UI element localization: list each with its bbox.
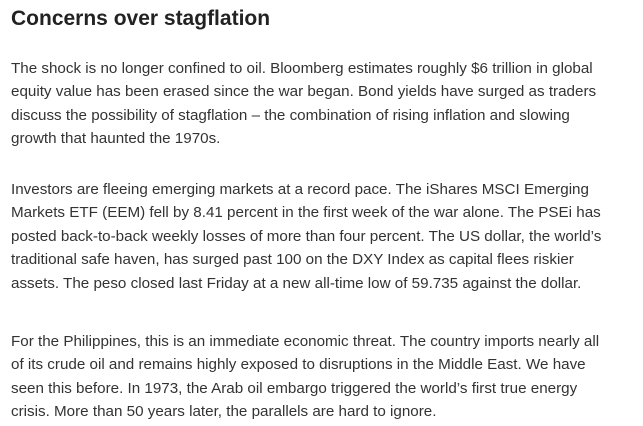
paragraph-line: traditional safe haven, has surged past … <box>11 251 574 269</box>
paragraph-line: The shock is no longer confined to oil. … <box>11 60 593 77</box>
paragraph-line: assets. The peso closed last Friday at a… <box>11 274 582 292</box>
paragraph-emerging-markets: Investors are fleeing emerging markets a… <box>11 178 639 295</box>
paragraph-stagflation-shock: The shock is no longer confined to oil. … <box>11 57 639 151</box>
paragraph-line: For the Philippines, this is an immediat… <box>11 333 600 350</box>
paragraph-line: growth that haunted the 1970s. <box>11 130 221 148</box>
section-heading: Concerns over stagflation <box>11 7 271 30</box>
paragraph-line: Markets ETF (EEM) fell by 8.41 percent i… <box>11 204 601 222</box>
paragraph-line: of its crude oil and remains highly expo… <box>11 356 586 374</box>
paragraph-line: posted back-to-back weekly losses of mor… <box>11 227 602 245</box>
paragraph-line: discuss the possibility of stagflation –… <box>11 106 570 124</box>
paragraph-line: equity value has been erased since the w… <box>11 83 597 101</box>
paragraph-line: crisis. More than 50 years later, the pa… <box>11 403 437 421</box>
paragraph-line: seen this before. In 1973, the Arab oil … <box>11 379 578 397</box>
paragraph-philippines-threat: For the Philippines, this is an immediat… <box>11 330 639 424</box>
paragraph-line: Investors are fleeing emerging markets a… <box>11 181 589 198</box>
